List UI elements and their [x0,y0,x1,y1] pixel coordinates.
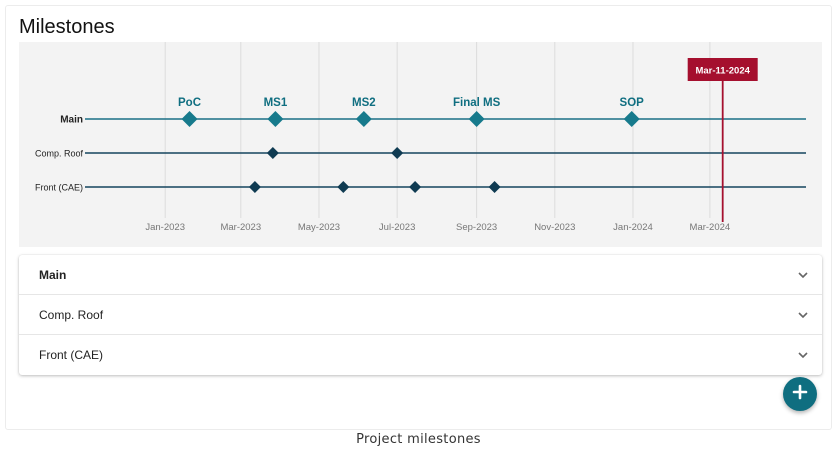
page-title: Milestones [19,16,115,38]
x-tick-label: Mar-2024 [690,222,731,233]
add-milestone-button[interactable] [783,377,817,411]
x-tick-label: Jan-2023 [145,222,185,233]
x-tick-label: Sep-2023 [456,222,497,233]
x-tick-label: Jan-2024 [613,222,653,233]
milestone-label: MS2 [352,97,376,109]
today-label: Mar-11-2024 [695,66,750,77]
milestone-label: PoC [178,97,201,109]
row-label: Main [60,115,83,126]
milestone-marker [623,111,640,127]
accordion-item-front-cae[interactable]: Front (CAE) [19,335,822,375]
x-tick-label: Nov-2023 [534,222,575,233]
plus-icon [792,384,808,405]
accordion-item-label: Comp. Roof [39,307,104,322]
milestone-marker [248,181,261,193]
milestone-marker [391,147,404,159]
accordion-item-label: Front (CAE) [39,348,104,362]
timeline-chart: Jan-2023 Mar-2023 May-2023 Jul-2023 Sep-2023… [19,42,822,247]
accordion-item-comp-roof[interactable]: Comp. Roof [19,295,822,335]
row-label: Front (CAE) [35,183,83,193]
chevron-down-icon[interactable] [796,348,810,362]
accordion-item-main[interactable]: Main [19,255,822,295]
milestone-marker [266,147,279,159]
row-label: Comp. Roof [35,149,84,159]
milestone-marker [488,181,501,193]
accordion-item-label: Main [39,267,67,282]
page-caption: Project milestones [356,432,481,447]
milestone-marker [181,111,198,127]
milestone-marker [355,111,372,127]
milestone-marker [267,111,284,127]
chevron-down-icon[interactable] [796,268,810,282]
x-tick-label: May-2023 [298,222,340,233]
chevron-down-icon[interactable] [796,308,810,322]
milestone-marker [409,181,422,193]
timeline-svg: Jan-2023 Mar-2023 May-2023 Jul-2023 Sep-2023… [35,42,806,233]
milestone-label: Final MS [453,97,501,109]
today-badge [687,58,758,81]
milestones-card: Milestones Jan-2023 Mar-2023 May-2023 Jul-2… [5,5,832,430]
row-accordion: Main Comp. Roof Front (CAE) [19,255,822,375]
milestone-marker [468,111,485,127]
x-tick-label: Jul-2023 [379,222,415,233]
x-tick-label: Mar-2023 [220,222,261,233]
milestone-label: MS1 [264,97,288,109]
milestone-marker [337,181,350,193]
milestone-label: SOP [620,97,645,109]
